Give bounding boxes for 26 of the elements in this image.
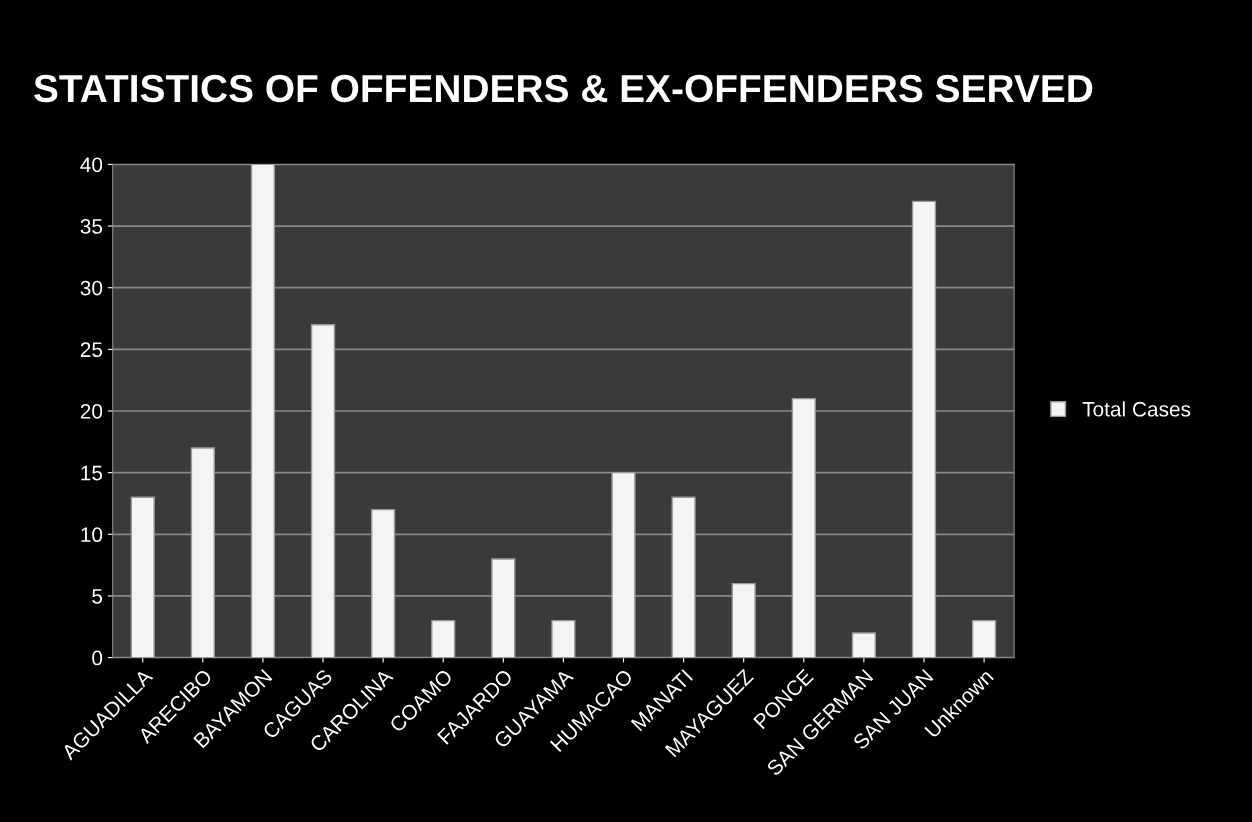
bar bbox=[190, 447, 215, 658]
bar bbox=[851, 632, 876, 658]
bar bbox=[791, 397, 816, 658]
y-tick-label: 40 bbox=[80, 157, 103, 173]
chart-title: STATISTICS OF OFFENDERS & EX-OFFENDERS SERVED bbox=[34, 74, 1093, 103]
y-tick-label: 5 bbox=[92, 589, 103, 604]
y-tick-label: 10 bbox=[81, 527, 103, 543]
y-tick-label: 35 bbox=[80, 219, 103, 234]
bar bbox=[431, 619, 456, 658]
y-tick-label: 0 bbox=[92, 650, 103, 666]
bar bbox=[671, 496, 696, 658]
bar bbox=[911, 200, 937, 658]
bar bbox=[310, 323, 336, 658]
bar bbox=[250, 164, 276, 658]
y-tick-label: 15 bbox=[81, 465, 103, 481]
legend-label: Total Cases bbox=[1082, 401, 1191, 417]
y-tick-label: 20 bbox=[80, 404, 103, 419]
bar bbox=[370, 508, 396, 658]
y-tick-label: 30 bbox=[80, 280, 103, 296]
bar bbox=[130, 496, 155, 658]
bar bbox=[551, 619, 576, 658]
bar bbox=[731, 582, 756, 658]
bar bbox=[971, 619, 997, 658]
y-tick-label: 25 bbox=[80, 342, 103, 358]
bar bbox=[611, 471, 636, 658]
bar bbox=[491, 558, 516, 658]
